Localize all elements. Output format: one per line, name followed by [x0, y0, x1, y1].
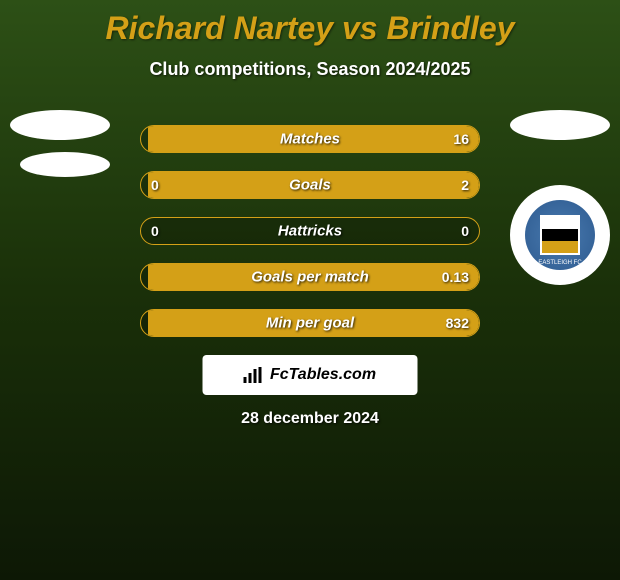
stat-row-matches: Matches 16 — [140, 125, 480, 153]
avatar-placeholder-shape — [10, 110, 110, 140]
stat-value-left: 0 — [151, 223, 159, 239]
stat-value-right: 16 — [453, 131, 469, 147]
stat-value-right: 832 — [446, 315, 469, 331]
stat-label: Hattricks — [278, 223, 342, 240]
club-badge-inner: EASTLEIGH FC — [525, 200, 595, 270]
player-left-avatar — [10, 110, 110, 189]
stat-value-left: 0 — [151, 177, 159, 193]
stat-row-goals: 0 Goals 2 — [140, 171, 480, 199]
footer-brand: FcTables.com — [203, 355, 418, 395]
player-right-avatar: EASTLEIGH FC — [510, 110, 610, 285]
stat-label: Goals per match — [251, 269, 369, 286]
stat-row-hattricks: 0 Hattricks 0 — [140, 217, 480, 245]
club-name: EASTLEIGH FC — [525, 260, 595, 266]
stat-value-right: 0 — [461, 223, 469, 239]
stats-container: Matches 16 0 Goals 2 0 Hattricks 0 Goals… — [140, 125, 480, 355]
stat-value-right: 0.13 — [442, 269, 469, 285]
stat-value-right: 2 — [461, 177, 469, 193]
brand-text: FcTables.com — [270, 366, 376, 384]
stat-row-goals-per-match: Goals per match 0.13 — [140, 263, 480, 291]
comparison-subtitle: Club competitions, Season 2024/2025 — [0, 59, 620, 80]
comparison-title: Richard Nartey vs Brindley — [0, 0, 620, 47]
avatar-placeholder-shape — [20, 152, 110, 177]
club-badge: EASTLEIGH FC — [510, 185, 610, 285]
avatar-placeholder-shape — [510, 110, 610, 140]
shield-icon — [540, 215, 580, 255]
stat-label: Goals — [289, 177, 331, 194]
date-text: 28 december 2024 — [241, 410, 379, 428]
stat-row-min-per-goal: Min per goal 832 — [140, 309, 480, 337]
stat-label: Min per goal — [266, 315, 354, 332]
stat-label: Matches — [280, 131, 340, 148]
chart-icon — [244, 367, 264, 383]
